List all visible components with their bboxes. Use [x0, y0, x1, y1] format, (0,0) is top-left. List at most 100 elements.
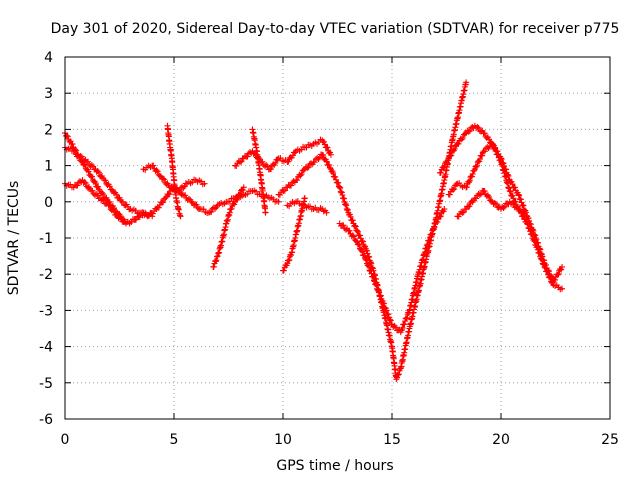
data-point — [465, 128, 472, 135]
data-point — [89, 173, 96, 180]
data-point — [368, 270, 375, 277]
y-tick-label: 1 — [44, 159, 53, 175]
data-point — [359, 248, 366, 255]
x-tick-label: 0 — [61, 432, 70, 448]
data-point — [289, 152, 296, 159]
data-point — [363, 257, 370, 264]
data-point — [116, 194, 123, 201]
data-point — [108, 186, 115, 193]
data-point — [160, 175, 167, 182]
data-point — [357, 232, 364, 239]
data-point — [323, 209, 330, 216]
data-point — [469, 171, 476, 178]
data-point — [166, 191, 173, 198]
data-point — [355, 240, 362, 247]
data-point — [367, 267, 374, 274]
data-point — [188, 198, 195, 205]
data-point — [502, 166, 509, 173]
data-point — [516, 206, 523, 213]
data-point — [545, 268, 552, 275]
series-sat-k — [284, 198, 330, 216]
data-point — [213, 257, 220, 264]
data-point — [113, 191, 120, 198]
grid — [65, 57, 610, 419]
data-point — [332, 173, 339, 180]
data-point — [399, 325, 406, 332]
data-point — [395, 371, 402, 378]
data-point — [391, 322, 398, 329]
data-point — [481, 148, 488, 155]
data-point — [298, 171, 305, 178]
data-point — [552, 276, 559, 283]
data-point — [466, 203, 473, 210]
data-point — [491, 144, 498, 151]
x-tick-label: 5 — [170, 432, 179, 448]
data-point — [75, 152, 82, 159]
data-point — [380, 300, 387, 307]
data-point — [479, 152, 486, 159]
data-point — [177, 213, 184, 220]
data-point — [335, 180, 342, 186]
data-point — [81, 179, 88, 186]
data-point — [507, 188, 514, 195]
data-point — [373, 282, 380, 289]
data-point — [210, 263, 217, 270]
data-point — [509, 192, 516, 199]
data-point — [498, 155, 504, 162]
data-point — [82, 162, 89, 169]
data-point — [297, 172, 304, 179]
data-point — [288, 182, 295, 189]
data-point — [481, 130, 488, 137]
data-point — [387, 317, 394, 324]
data-point — [288, 252, 295, 259]
data-point — [559, 285, 566, 292]
x-tick-label: 25 — [601, 432, 619, 448]
data-point — [111, 208, 118, 215]
data-point — [85, 168, 92, 175]
data-point — [501, 203, 508, 210]
data-point — [234, 195, 241, 202]
data-point — [458, 136, 465, 143]
data-point — [555, 270, 562, 277]
x-axis-label: GPS time / hours — [276, 458, 393, 474]
data-point — [88, 162, 95, 169]
data-point — [268, 166, 275, 173]
data-point — [426, 237, 433, 244]
data-point — [431, 224, 438, 231]
data-point — [182, 192, 189, 199]
data-point — [385, 311, 392, 318]
data-point — [237, 191, 244, 198]
data-point — [428, 231, 435, 238]
data-point — [447, 152, 454, 159]
data-point — [488, 139, 495, 146]
series-sat-e — [164, 122, 184, 220]
data-point — [403, 314, 410, 321]
data-point — [286, 256, 293, 263]
y-tick-label: -2 — [39, 267, 53, 283]
data-point — [351, 222, 358, 229]
data-point — [395, 371, 402, 378]
data-point — [515, 191, 522, 198]
data-point — [476, 156, 483, 163]
data-point — [346, 227, 353, 234]
y-tick-label: 0 — [44, 195, 53, 211]
data-point — [153, 167, 160, 174]
data-point — [300, 166, 307, 173]
data-point — [285, 158, 292, 165]
data-point — [347, 213, 354, 220]
data-point — [506, 187, 513, 194]
data-point — [272, 160, 279, 167]
y-tick-label: 2 — [44, 122, 53, 138]
data-point — [161, 176, 168, 183]
data-point — [352, 223, 359, 230]
data-point — [327, 151, 334, 158]
data-point — [448, 152, 455, 159]
y-tick-label: -4 — [39, 340, 53, 356]
data-point — [74, 182, 81, 189]
data-point — [81, 161, 88, 168]
data-point — [212, 258, 219, 265]
data-point — [505, 172, 512, 179]
data-point — [554, 271, 561, 278]
data-point — [434, 219, 441, 226]
data-point — [208, 208, 215, 215]
